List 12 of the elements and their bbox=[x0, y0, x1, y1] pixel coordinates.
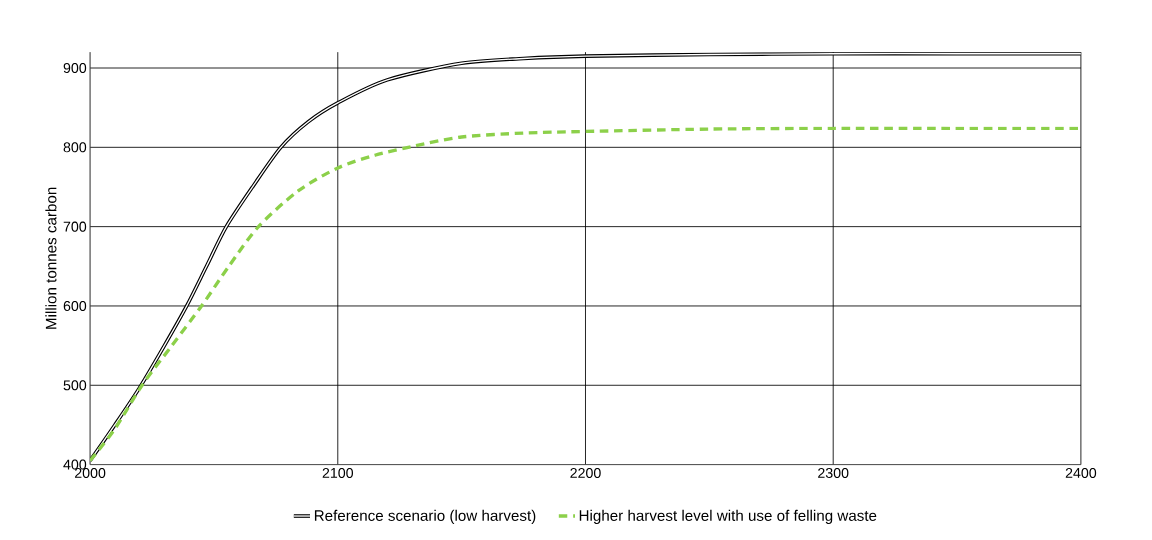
legend-label: Higher harvest level with use of felling waste bbox=[579, 509, 877, 524]
x-tick-label: 2400 bbox=[1065, 467, 1097, 478]
legend-label: Reference scenario (low harvest) bbox=[314, 509, 536, 524]
x-tick-label: 2200 bbox=[570, 467, 601, 478]
x-tick-label: 2100 bbox=[322, 467, 354, 478]
y-tick-label: 500 bbox=[63, 380, 87, 391]
y-tick-label: 900 bbox=[63, 62, 87, 73]
x-tick-label: 2300 bbox=[818, 467, 849, 478]
y-tick-label: 600 bbox=[63, 300, 87, 311]
y-tick-label: 700 bbox=[63, 221, 87, 232]
y-axis-title: Million tonnes carbon bbox=[45, 187, 57, 329]
y-tick-label: 800 bbox=[63, 142, 87, 153]
